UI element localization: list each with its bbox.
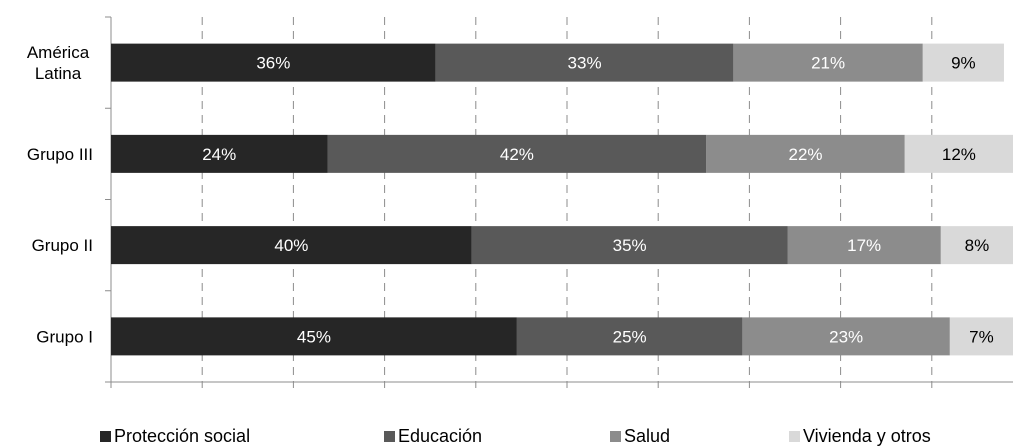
legend-item-vivienda-y-otros: Vivienda y otros (789, 425, 931, 447)
data-label: 45% (297, 327, 331, 346)
data-label: 40% (274, 236, 308, 255)
category-label-line: Grupo III (27, 145, 93, 164)
bar-segment (706, 134, 905, 173)
bar-segment (940, 226, 1013, 265)
legend-label-educacion: Educación (398, 426, 483, 446)
bar-segment (111, 43, 436, 82)
bar-segment (949, 317, 1013, 356)
bar-segment (111, 317, 517, 356)
legend-label-vivienda-y-otros: Vivienda y otros (803, 426, 931, 446)
data-label: 23% (829, 327, 863, 346)
legend-label-proteccion-social: Protección social (114, 426, 251, 446)
bar-segment (904, 134, 1013, 173)
legend-swatch-salud (610, 430, 621, 442)
legend-swatch-educacion (384, 430, 395, 442)
legend-swatch-vivienda-y-otros (789, 430, 800, 442)
bars: 36% 33% 21% 9% 24% 42% 22% 12% 40% 35% 17% 8% 45% 25%… (111, 43, 1013, 356)
category-labels: América Latina Grupo III Grupo II Grupo I (27, 43, 93, 346)
data-label: 7% (969, 327, 994, 346)
data-label: 12% (942, 145, 976, 164)
legend-swatch-proteccion-social (100, 430, 111, 442)
bar-segment (742, 317, 950, 356)
data-label: 36% (256, 54, 290, 73)
category-label-line: América (27, 43, 90, 62)
data-label: 24% (202, 145, 236, 164)
bar-segment (471, 226, 788, 265)
data-label: 9% (951, 54, 976, 73)
category-label-line: Latina (35, 64, 82, 83)
data-label: 8% (965, 236, 990, 255)
bar-segment (516, 317, 743, 356)
bar-segment (922, 43, 1004, 82)
bar-segment (787, 226, 941, 265)
category-label: Grupo II (32, 236, 93, 255)
category-label: Grupo I (36, 327, 93, 346)
legend-item-proteccion-social: Protección social (100, 425, 250, 447)
category-label: Grupo III (27, 145, 93, 164)
data-label: 21% (811, 54, 845, 73)
bar-segment (111, 226, 472, 265)
data-label: 22% (789, 145, 823, 164)
legend: Protección social Educación Salud Vivien… (0, 425, 1013, 447)
legend-item-educacion: Educación (384, 425, 482, 447)
data-label: 25% (613, 327, 647, 346)
legend-item-salud: Salud (610, 425, 670, 447)
category-label-line: Grupo I (36, 327, 93, 346)
data-label: 33% (568, 54, 602, 73)
data-label: 17% (847, 236, 881, 255)
legend-label-salud: Salud (624, 426, 671, 446)
bar-segment (435, 43, 734, 82)
data-label: 42% (500, 145, 534, 164)
bar-segment (733, 43, 923, 82)
data-label: 35% (613, 236, 647, 255)
bar-segment (327, 134, 707, 173)
bar-segment (111, 134, 328, 173)
category-label: América Latina (27, 43, 90, 83)
category-label-line: Grupo II (32, 236, 93, 255)
stacked-bar-chart: 36% 33% 21% 9% 24% 42% 22% 12% 40% 35% 17% 8% 45% 25%… (27, 16, 1013, 388)
